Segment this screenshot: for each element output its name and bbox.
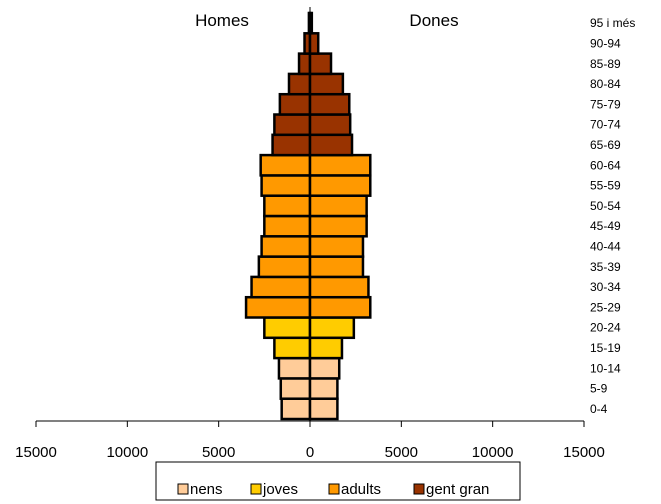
bar-dones-60-64 xyxy=(308,153,372,177)
age-label: 55-59 xyxy=(590,179,621,193)
bar-dones-15-19 xyxy=(308,336,344,360)
age-label: 95 i més xyxy=(590,16,635,30)
x-tick-label: 15000 xyxy=(563,444,605,461)
age-label: 5-9 xyxy=(590,382,608,396)
bar-homes-30-34 xyxy=(250,275,312,299)
bar-homes-20-24 xyxy=(263,316,312,340)
legend-swatch-adults xyxy=(328,483,340,495)
bar-homes-35-39 xyxy=(257,255,312,279)
bar-homes-5-9 xyxy=(279,377,312,400)
bar-dones-5-9 xyxy=(308,377,339,400)
x-tick-label: 5000 xyxy=(385,444,418,461)
bar-homes-65-69 xyxy=(271,133,312,157)
age-label: 20-24 xyxy=(590,321,621,335)
bar-dones-0-4 xyxy=(308,397,339,421)
legend-label-gent-gran: gent gran xyxy=(426,481,489,498)
age-label: 15-19 xyxy=(590,341,621,355)
age-label: 90-94 xyxy=(590,36,621,50)
age-label: 30-34 xyxy=(590,280,621,294)
legend-swatch-joves xyxy=(250,483,262,495)
bars-layer xyxy=(244,11,372,421)
age-label: 60-64 xyxy=(590,158,621,172)
x-tick-label: 10000 xyxy=(106,444,148,461)
bar-homes-85-89 xyxy=(297,52,312,76)
age-label: 85-89 xyxy=(590,57,621,71)
age-label: 45-49 xyxy=(590,219,621,233)
right-side-title: Dones xyxy=(409,11,458,30)
bar-homes-55-59 xyxy=(260,174,312,197)
bar-homes-25-29 xyxy=(244,295,312,319)
age-label: 50-54 xyxy=(590,199,621,213)
bar-dones-55-59 xyxy=(308,174,372,197)
bar-dones-65-69 xyxy=(308,133,354,157)
x-tick-label: 15000 xyxy=(15,444,57,461)
legend-swatch-nens xyxy=(177,483,189,495)
bar-homes-70-74 xyxy=(273,113,312,137)
legend: nens joves adults gent gran xyxy=(155,461,521,501)
age-label: 80-84 xyxy=(590,77,621,91)
bar-dones-85-89 xyxy=(308,52,333,76)
bar-dones-50-54 xyxy=(308,194,368,218)
age-label: 70-74 xyxy=(590,118,621,132)
age-label: 75-79 xyxy=(590,97,621,111)
bar-homes-0-4 xyxy=(280,397,312,421)
bar-homes-75-79 xyxy=(278,92,312,116)
x-tick-label: 10000 xyxy=(472,444,514,461)
bar-homes-40-44 xyxy=(260,235,312,258)
age-group-labels: 0-4 5-9 10-14 15-19 20-24 25-29 30-34 35-39 40-4… xyxy=(590,16,635,416)
legend-label-joves: joves xyxy=(262,481,298,498)
bar-homes-50-54 xyxy=(263,194,312,218)
bar-homes-10-14 xyxy=(277,356,312,380)
age-label: 65-69 xyxy=(590,138,621,152)
age-label: 0-4 xyxy=(590,402,608,416)
bar-dones-20-24 xyxy=(308,316,356,340)
bar-homes-15-19 xyxy=(273,336,312,360)
x-axis-ticks: 15000 10000 5000 0 5000 10000 15000 xyxy=(15,421,605,461)
x-tick-label: 0 xyxy=(306,444,314,461)
x-tick-label: 5000 xyxy=(202,444,235,461)
bar-dones-10-14 xyxy=(308,356,341,380)
bar-dones-80-84 xyxy=(308,72,345,96)
bar-dones-45-49 xyxy=(308,214,368,238)
age-label: 25-29 xyxy=(590,300,621,314)
age-label: 40-44 xyxy=(590,239,621,253)
age-label: 10-14 xyxy=(590,361,621,375)
legend-label-nens: nens xyxy=(190,481,223,498)
legend-swatch-gent-gran xyxy=(413,483,425,495)
bar-dones-70-74 xyxy=(308,113,352,137)
bar-dones-35-39 xyxy=(308,255,365,279)
bar-homes-45-49 xyxy=(263,214,312,238)
bar-dones-30-34 xyxy=(308,275,370,299)
bar-dones-75-79 xyxy=(308,92,351,116)
legend-label-adults: adults xyxy=(341,481,381,498)
bar-dones-25-29 xyxy=(308,295,372,319)
left-side-title: Homes xyxy=(195,11,249,30)
bar-dones-90-94 xyxy=(308,32,320,55)
bar-homes-60-64 xyxy=(259,153,312,177)
bar-dones-40-44 xyxy=(308,235,365,258)
bar-homes-80-84 xyxy=(287,72,312,96)
age-label: 35-39 xyxy=(590,260,621,274)
